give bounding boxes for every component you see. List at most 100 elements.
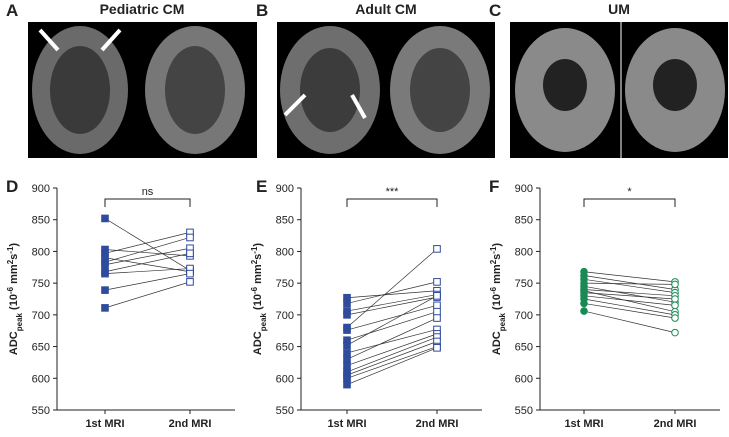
- point: [671, 280, 679, 289]
- point: [433, 245, 441, 253]
- y-tick-label: 650: [32, 342, 50, 354]
- pair-line: [583, 290, 676, 313]
- significance-bracket: [583, 198, 676, 207]
- point: [433, 278, 441, 286]
- y-axis-label-part: mm: [8, 264, 20, 287]
- significance-label: ***: [386, 186, 400, 198]
- point: [343, 326, 351, 334]
- arrow: [350, 94, 367, 119]
- point: [101, 260, 109, 269]
- y-axis-label-part: -1: [489, 246, 498, 254]
- pair-line: [346, 347, 438, 385]
- point: [671, 314, 679, 322]
- pair-line: [346, 341, 438, 376]
- point: [101, 214, 109, 223]
- pair-line: [104, 247, 191, 266]
- significance-label: ns: [142, 186, 154, 198]
- point: [343, 311, 351, 319]
- arrow: [38, 28, 60, 52]
- pair-line: [346, 336, 438, 373]
- brain-inner: [50, 46, 110, 134]
- y-tick-label: 600: [276, 373, 294, 385]
- x-tick-label: 1st MRI: [327, 418, 366, 430]
- y-axis-label-part: ADC: [252, 331, 264, 355]
- y-axis-label-part: ADC: [8, 331, 20, 355]
- y-tick-label: 900: [515, 183, 533, 195]
- y-tick-label: 650: [276, 342, 294, 354]
- point: [343, 349, 351, 357]
- y-axis-label-part: ADC: [491, 331, 503, 355]
- pair-line: [583, 295, 676, 306]
- y-axis-label: ADCpeak (10-6 mm2s-1): [250, 243, 268, 356]
- y-tick-label: 850: [276, 215, 294, 227]
- y-axis-label-part: (10: [252, 294, 264, 313]
- point: [343, 380, 351, 389]
- y-tick-label: 750: [32, 278, 50, 290]
- pair-line: [346, 281, 438, 304]
- point: [580, 307, 588, 315]
- y-tick-label: 750: [515, 278, 533, 290]
- y-tick-label: 900: [32, 183, 50, 195]
- point: [433, 344, 441, 352]
- y-tick-label: 600: [515, 373, 533, 385]
- pair-line: [346, 311, 438, 341]
- y-tick-label: 900: [276, 183, 294, 195]
- point: [433, 314, 441, 322]
- x-tick-label: 2nd MRI: [654, 418, 697, 430]
- y-axis-label-part: 2: [250, 259, 259, 264]
- pair-line: [346, 290, 438, 299]
- y-axis-label-part: s: [491, 254, 503, 260]
- panel-letter: D: [6, 177, 18, 196]
- pair-line: [104, 218, 191, 271]
- y-tick-label: 550: [515, 405, 533, 417]
- y-axis-label-part: -6: [250, 286, 259, 294]
- brain-inner: [410, 48, 470, 132]
- y-tick-label: 650: [515, 342, 533, 354]
- pair-line: [104, 268, 191, 274]
- pair-line: [104, 249, 191, 257]
- pair-line: [346, 346, 438, 379]
- y-tick-label: 700: [515, 310, 533, 322]
- y-axis-label-part: s: [8, 254, 20, 260]
- brain-inner: [165, 46, 225, 134]
- y-axis-label-part: 2: [489, 259, 498, 264]
- pair-line: [583, 282, 676, 285]
- ventricle: [543, 59, 587, 111]
- pair-line: [583, 310, 676, 333]
- pair-line: [346, 294, 438, 312]
- point: [101, 269, 109, 278]
- y-axis-label-part: -6: [6, 286, 15, 294]
- point: [101, 304, 109, 312]
- point: [343, 361, 351, 370]
- pair-line: [583, 298, 676, 316]
- pair-line: [583, 271, 676, 283]
- point: [433, 301, 441, 310]
- y-axis-label-part: ): [491, 243, 503, 247]
- y-axis-label-part: peak: [15, 312, 24, 331]
- y-tick-label: 800: [32, 246, 50, 258]
- point: [580, 299, 588, 308]
- pair-line: [583, 278, 676, 294]
- ventricle: [653, 59, 697, 111]
- point: [186, 233, 194, 242]
- pair-line: [104, 252, 191, 273]
- point: [343, 299, 351, 308]
- panel-title: Pediatric CM: [100, 1, 185, 17]
- point: [671, 328, 679, 337]
- x-tick-label: 1st MRI: [85, 418, 124, 430]
- pair-line: [583, 289, 676, 297]
- arrow: [100, 28, 122, 52]
- y-axis-label-part: -1: [6, 246, 15, 254]
- y-tick-label: 800: [515, 246, 533, 258]
- pair-line: [346, 333, 438, 366]
- panel-letter: A: [6, 1, 18, 20]
- pair-line: [583, 285, 676, 303]
- y-axis-label: ADCpeak (10-6 mm2s-1): [6, 243, 24, 356]
- y-axis-label-part: mm: [252, 264, 264, 287]
- panel-letter: F: [489, 177, 499, 196]
- y-tick-label: 700: [276, 310, 294, 322]
- pair-line: [346, 248, 438, 328]
- point: [671, 295, 679, 303]
- pair-line: [346, 329, 438, 354]
- y-axis-label-part: mm: [491, 264, 503, 287]
